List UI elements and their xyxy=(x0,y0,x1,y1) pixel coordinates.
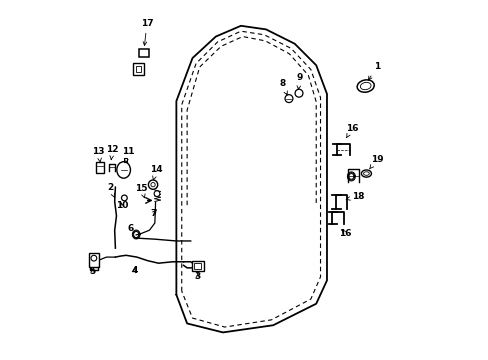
Text: 8: 8 xyxy=(279,79,287,95)
Text: 18: 18 xyxy=(346,192,364,201)
Bar xyxy=(96,162,104,173)
Ellipse shape xyxy=(117,162,130,178)
Bar xyxy=(136,66,141,72)
Ellipse shape xyxy=(356,80,373,92)
Circle shape xyxy=(154,191,160,197)
Text: 5: 5 xyxy=(89,267,96,276)
Text: 3: 3 xyxy=(194,271,201,280)
Text: 10: 10 xyxy=(116,201,128,210)
Text: 12: 12 xyxy=(106,145,119,160)
Circle shape xyxy=(294,89,303,97)
Ellipse shape xyxy=(360,82,370,90)
Text: 4: 4 xyxy=(131,266,137,275)
Text: 6: 6 xyxy=(127,224,134,233)
Circle shape xyxy=(121,195,127,201)
Bar xyxy=(133,63,144,75)
Circle shape xyxy=(151,183,155,187)
Text: 1: 1 xyxy=(367,62,380,80)
Text: 15: 15 xyxy=(135,184,147,198)
Bar xyxy=(139,49,149,57)
Text: 9: 9 xyxy=(296,73,302,89)
Text: 13: 13 xyxy=(92,147,104,162)
Text: 14: 14 xyxy=(150,165,163,180)
Text: 19: 19 xyxy=(369,155,383,169)
Bar xyxy=(191,261,203,271)
Ellipse shape xyxy=(361,170,371,177)
Text: 16: 16 xyxy=(338,229,350,238)
Circle shape xyxy=(91,255,97,261)
Bar xyxy=(194,263,201,269)
Text: 7: 7 xyxy=(150,209,157,218)
Text: 11: 11 xyxy=(122,147,134,163)
Ellipse shape xyxy=(363,172,368,175)
Circle shape xyxy=(285,95,292,103)
Bar xyxy=(89,253,99,267)
Circle shape xyxy=(148,180,158,189)
Bar xyxy=(123,158,127,162)
Text: 17: 17 xyxy=(141,19,153,45)
Text: 2: 2 xyxy=(107,183,114,197)
Text: 16: 16 xyxy=(345,123,358,138)
